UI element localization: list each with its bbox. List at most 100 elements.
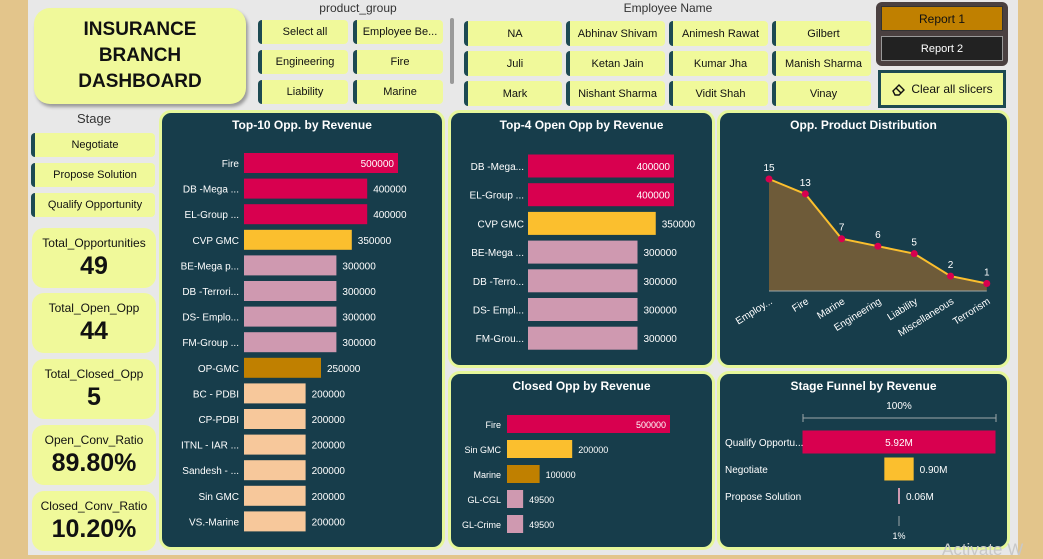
bar [528, 211, 656, 235]
data-label: 200000 [312, 415, 346, 426]
employee-option[interactable]: Kumar Jha [669, 51, 768, 76]
category-label: DB -Mega... [471, 162, 524, 173]
data-label: 1 [984, 268, 990, 279]
product-group-option[interactable]: Marine [353, 80, 443, 104]
data-label: 350000 [358, 236, 392, 247]
data-point [947, 272, 954, 280]
product-group-option[interactable]: Employee Be... [353, 20, 443, 44]
data-label: 400000 [373, 185, 407, 196]
data-label: 300000 [644, 334, 678, 345]
bar [528, 183, 674, 207]
employee-option[interactable]: Ketan Jain [566, 51, 665, 76]
eraser-icon [892, 84, 906, 96]
top4-open-opp-chart: DB -Mega... 400000 EL-Group ... 400000 CVP G… [470, 154, 696, 350]
category-label: Sandesh - ... [182, 466, 239, 477]
data-label: 200000 [312, 517, 346, 528]
data-label: 350000 [662, 219, 696, 230]
category-label: ITNL - IAR ... [181, 441, 239, 452]
bar [528, 240, 638, 264]
data-label: 400000 [637, 191, 671, 202]
data-label: 300000 [342, 338, 376, 349]
employee-option[interactable]: Manish Sharma [772, 51, 871, 76]
data-label: 13 [800, 178, 812, 189]
report-1-button[interactable]: Report 1 [881, 6, 1003, 31]
category-label: EL-Group ... [470, 191, 524, 202]
bar [244, 332, 337, 353]
category-label: Marine [473, 470, 501, 480]
category-label: CP-PDBI [198, 415, 239, 426]
data-label: 49500 [529, 495, 554, 505]
top4-open-opp-panel: Top-4 Open Opp by Revenue DB -Mega... 400… [448, 110, 715, 368]
data-label: 300000 [644, 248, 678, 259]
product-distribution-panel: Opp. Product Distribution 15 Employ... 13 F… [717, 110, 1010, 368]
funnel-top-percent: 100% [886, 401, 912, 412]
stage-option[interactable]: Propose Solution [31, 163, 155, 187]
category-label: Qualify Opportu... [725, 438, 803, 449]
funnel-bar [802, 430, 996, 454]
product-group-header: product_group [319, 1, 397, 15]
category-label: GL-CGL [467, 495, 501, 505]
title-card: INSURANCE BRANCH DASHBOARD [34, 8, 246, 104]
bar [244, 460, 306, 481]
kpi-value: 44 [80, 317, 108, 345]
funnel-bar [898, 488, 900, 504]
category-label: OP-GMC [198, 364, 239, 375]
kpi-label: Total_Closed_Opp [44, 367, 144, 381]
stage-funnel-chart: 100% Qualify Opportu... 5.92M Negotiate 0.90… [725, 401, 997, 541]
bar [244, 485, 306, 506]
employee-option[interactable]: Mark [464, 81, 562, 106]
bar [528, 298, 638, 321]
chart-title: Top-4 Open Opp by Revenue [499, 118, 664, 132]
product-group-scrollbar[interactable] [450, 18, 454, 84]
category-label: DB -Mega ... [183, 185, 239, 196]
product-group-option[interactable]: Engineering [258, 50, 348, 74]
page-title: INSURANCE BRANCH DASHBOARD [78, 19, 202, 92]
category-label: Fire [222, 159, 240, 170]
category-label: Sin GMC [198, 492, 239, 503]
product-group-option[interactable]: Liability [258, 80, 348, 104]
report-2-button[interactable]: Report 2 [881, 36, 1003, 61]
kpi-card: Closed_Conv_Ratio 10.20% [32, 491, 156, 551]
product-group-option[interactable]: Fire [353, 50, 443, 74]
product-group-option[interactable]: Select all [258, 20, 348, 44]
employee-option[interactable]: Vinay [772, 81, 871, 106]
data-label: 0.06M [906, 492, 934, 503]
category-label: Sin GMC [464, 445, 501, 455]
employee-option[interactable]: NA [464, 21, 562, 46]
category-label: DB -Terrori... [182, 287, 239, 298]
employee-option[interactable]: Vidit Shah [669, 81, 768, 106]
stage-funnel-panel: Stage Funnel by Revenue 100% Qualify Oppo… [717, 371, 1010, 550]
category-label: BE-Mega ... [471, 248, 524, 259]
category-label: EL-Group ... [185, 210, 239, 221]
x-tick-label: Terrorism [951, 296, 992, 327]
bar [244, 281, 337, 301]
bar [244, 306, 337, 327]
clear-all-slicers-button[interactable]: Clear all slicers [878, 70, 1006, 108]
bar [244, 153, 398, 173]
data-point [910, 250, 918, 258]
data-label: 15 [763, 163, 775, 174]
data-label: 300000 [342, 261, 376, 272]
bar [507, 490, 524, 508]
employee-option[interactable]: Nishant Sharma [566, 81, 665, 106]
stage-option[interactable]: Negotiate [31, 133, 155, 157]
bar [244, 229, 352, 250]
data-label: 400000 [373, 210, 407, 221]
dashboard-canvas: INSURANCE BRANCH DASHBOARD product_group… [28, 0, 1018, 555]
employee-option[interactable]: Animesh Rawat [669, 21, 768, 46]
bar [244, 383, 306, 404]
employee-option[interactable]: Juli [464, 51, 562, 76]
category-label: CVP GMC [193, 236, 240, 247]
kpi-label: Total_Opportunities [42, 236, 146, 250]
product-distribution-chart: 15Employ...13Fire7Marine6Engineering5Lia… [734, 163, 992, 339]
employee-option[interactable]: Gilbert [772, 21, 871, 46]
data-point [765, 175, 773, 183]
data-label: 200000 [312, 492, 346, 503]
category-label: BE-Mega p... [181, 261, 239, 272]
category-label: DS- Empl... [473, 306, 524, 317]
category-label: Fire [486, 420, 502, 430]
bar [507, 515, 524, 533]
employee-option[interactable]: Abhinav Shivam [566, 21, 665, 46]
stage-option[interactable]: Qualify Opportunity [31, 193, 155, 217]
employee-header: Employee Name [623, 1, 713, 15]
